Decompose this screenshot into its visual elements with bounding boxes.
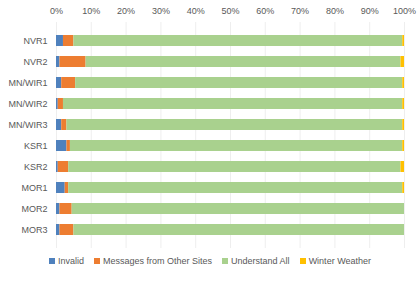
- svg-text:30%: 30%: [152, 6, 170, 16]
- html-text:Invalid: Invalid: [58, 256, 84, 266]
- svg-text:70%: 70%: [291, 6, 309, 16]
- svg-text:60%: 60%: [256, 6, 274, 16]
- svg-text:NVR1: NVR1: [23, 36, 47, 46]
- svg-text:90%: 90%: [361, 6, 379, 16]
- svg-text:100%: 100%: [393, 6, 416, 16]
- html-text:Winter Weather: Winter Weather: [308, 256, 371, 266]
- svg-text:MOR2: MOR2: [21, 204, 47, 214]
- svg-text:10%: 10%: [82, 6, 100, 16]
- svg-text:MN/WIR1: MN/WIR1: [9, 78, 48, 88]
- svg-text:MN/WIR3: MN/WIR3: [9, 120, 48, 130]
- svg-text:MOR1: MOR1: [21, 183, 47, 193]
- svg-text:0%: 0%: [50, 6, 63, 16]
- svg-text:40%: 40%: [187, 6, 205, 16]
- svg-text:KSR1: KSR1: [24, 141, 48, 151]
- svg-text:80%: 80%: [326, 6, 344, 16]
- svg-text:50%: 50%: [221, 6, 239, 16]
- svg-text:20%: 20%: [117, 6, 135, 16]
- svg-text:MN/WIR2: MN/WIR2: [9, 99, 48, 109]
- svg-text:KSR2: KSR2: [24, 162, 48, 172]
- html-text:Understand All: Understand All: [231, 256, 290, 266]
- svg-text:MOR3: MOR3: [21, 225, 47, 235]
- svg-text:NVR2: NVR2: [23, 57, 47, 67]
- html-text:Messages from Other Sites: Messages from Other Sites: [103, 256, 213, 266]
